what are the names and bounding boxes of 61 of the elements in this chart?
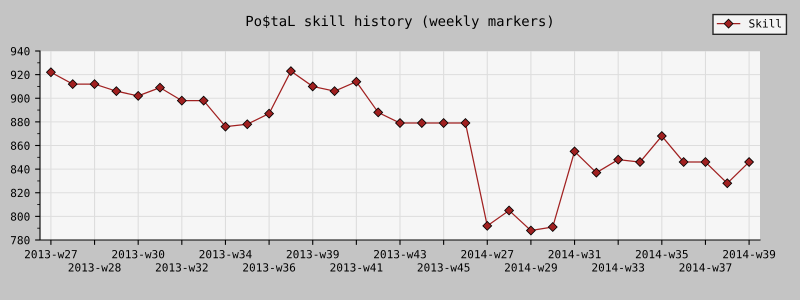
point [656,131,667,141]
y-tick-label: 800 [10,212,30,221]
point [548,222,558,232]
x-tick-label: 2013-w36 [243,263,296,272]
point [592,168,602,178]
point [482,220,492,231]
point [613,154,624,165]
point [526,226,536,236]
point [635,157,645,167]
x-tick-label: 2013-w41 [330,263,382,272]
x-tick-label: 2013-w45 [418,263,470,272]
x-tick-label: 2013-w30 [112,250,164,258]
point [68,79,78,89]
y-tick-label: 880 [10,118,30,126]
point [46,67,56,78]
point [264,108,274,118]
point [330,86,340,96]
point [416,118,427,128]
point [176,96,187,106]
point [504,206,514,216]
point [744,157,754,167]
point [438,118,448,128]
point [155,82,165,92]
point [352,76,362,87]
point [133,91,144,101]
x-tick-label: 2014-w29 [504,263,557,272]
point [90,79,100,89]
legend-label: Skill [749,19,781,28]
x-tick-label: 2013-w34 [200,250,252,258]
point [700,157,710,167]
x-tick-label: 2013-w43 [374,250,426,258]
point [460,118,470,128]
point [373,108,384,118]
x-tick-label: 2013-w28 [68,263,121,272]
x-tick-label: 2014-w39 [723,250,776,258]
point [198,96,208,106]
y-tick-label: 840 [10,165,30,174]
point [112,86,122,96]
point [678,157,688,167]
y-tick-label: 940 [10,47,30,56]
x-tick-label: 2014-w35 [636,250,688,258]
point [308,82,318,92]
point [722,178,732,188]
x-tick-label: 2014-w33 [592,263,644,272]
y-tick-label: 820 [10,188,30,198]
point [242,119,252,130]
point [286,66,296,76]
y-tick-label: 860 [10,142,30,150]
y-tick-label: 920 [10,70,30,80]
point [570,146,580,156]
y-tick-label: 900 [10,94,30,103]
x-tick-label: 2014-w37 [680,263,732,272]
point [220,122,230,132]
x-tick-label: 2014-w27 [461,250,514,258]
x-tick-label: 2014-w31 [548,250,601,258]
x-tick-label: 2013-w32 [156,263,208,272]
x-tick-label: 2013-w27 [24,250,77,258]
chart-title: Po$taL skill history (weekly markers) [246,15,552,29]
point [395,118,405,128]
x-tick-label: 2013-w39 [286,250,339,258]
y-tick-label: 780 [10,236,30,244]
